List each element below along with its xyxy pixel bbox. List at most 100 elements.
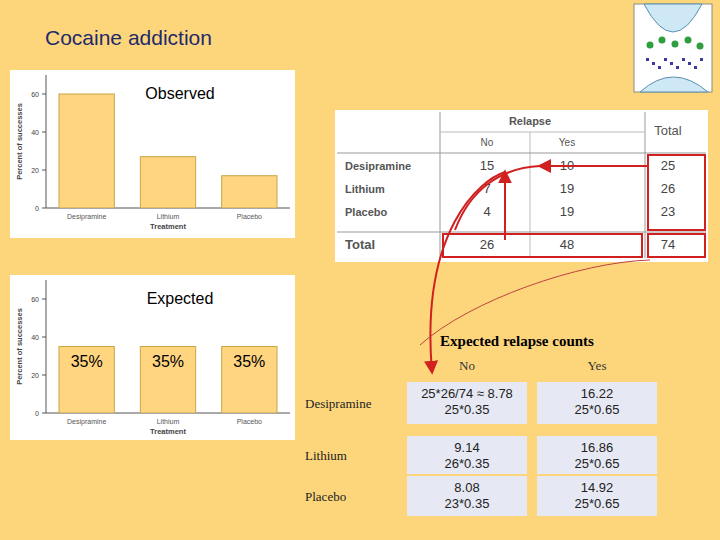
icon-molecule	[652, 62, 655, 65]
y-tick	[42, 170, 46, 171]
bars	[59, 94, 277, 208]
cell-background	[407, 476, 527, 516]
y-tick-label: 40	[31, 334, 39, 341]
grid-line	[645, 112, 646, 258]
bar-chart: 0204060Percent of successes35%35%35%Desi…	[10, 275, 295, 440]
chart-background	[10, 275, 295, 440]
arrow	[455, 166, 540, 230]
x-tick-label: Lithium	[157, 213, 180, 220]
grid-line	[440, 132, 645, 133]
table-cell: 23*0.35	[445, 496, 490, 511]
y-axis-line	[46, 75, 47, 208]
icon-vesicle	[647, 42, 654, 49]
chart-title: Observed	[145, 85, 214, 102]
y-tick	[42, 94, 46, 95]
y-tick-label: 0	[35, 205, 39, 212]
icon-molecule	[682, 58, 685, 61]
y-tick	[42, 413, 46, 414]
y-tick	[42, 375, 46, 376]
x-axis-label: Treatment	[150, 427, 186, 436]
table-cell: 15	[480, 158, 494, 173]
grid-line	[530, 132, 531, 258]
row-label: Placebo	[305, 489, 346, 504]
table-cell: 26	[480, 237, 494, 252]
table-header: Relapse	[509, 115, 551, 127]
icon-vesicle	[685, 37, 692, 44]
y-tick-label: 20	[31, 372, 39, 379]
icon-vesicle	[659, 37, 666, 44]
table-cell: 8.08	[454, 480, 479, 495]
arrow	[504, 172, 506, 240]
cell-background	[407, 436, 527, 474]
x-tick-label: Desipramine	[67, 418, 106, 426]
y-axis-line	[46, 280, 47, 413]
bar	[140, 157, 195, 208]
icon-molecule	[676, 66, 679, 69]
table-cell: 19	[560, 204, 574, 219]
table-cell: 25*0.65	[575, 456, 620, 471]
bar	[59, 347, 114, 414]
y-tick-label: 60	[31, 91, 39, 98]
data-label: 35%	[71, 353, 103, 370]
y-axis-label: Percent of successes	[15, 103, 24, 180]
arrow	[540, 165, 648, 167]
arrows	[420, 166, 650, 372]
column-label: No	[481, 137, 494, 148]
table-cell: 74	[661, 237, 675, 252]
cell-background	[537, 436, 657, 474]
slide-title: Cocaine addiction	[45, 26, 212, 49]
table-cell: 23	[661, 204, 675, 219]
row-label: Total	[345, 237, 375, 252]
grid-line	[337, 232, 706, 233]
y-tick-label: 0	[35, 410, 39, 417]
bars	[59, 347, 277, 414]
table-cell: 9.14	[454, 440, 479, 455]
grid-line	[440, 112, 441, 258]
expected-table: Expected relapse counts No Yes Desipramine 2…	[305, 333, 657, 516]
icon-molecule	[700, 58, 703, 61]
row-label: Lithium	[305, 448, 347, 463]
y-axis-label: Percent of successes	[15, 308, 24, 385]
table-cell: 14.92	[581, 480, 614, 495]
icon-molecule	[670, 62, 673, 65]
background	[0, 0, 720, 540]
icon-molecule	[688, 62, 691, 65]
icon-molecule	[646, 58, 649, 61]
icon-vesicle	[672, 41, 679, 48]
column-label: No	[459, 358, 475, 373]
table-title: Expected relapse counts	[440, 333, 594, 349]
column-label: Yes	[559, 137, 575, 148]
table-cell: 16.86	[581, 440, 614, 455]
highlight-box	[443, 234, 642, 257]
table-background	[335, 110, 708, 262]
y-tick	[42, 132, 46, 133]
highlight-box	[648, 155, 705, 230]
column-label: Yes	[588, 358, 607, 373]
x-axis-label: Treatment	[150, 222, 186, 231]
table-cell: 4	[483, 204, 490, 219]
slide: Cocaine addiction0204060Percent of succe…	[0, 0, 720, 540]
cell-background	[537, 382, 657, 424]
cell-background	[407, 382, 527, 424]
highlight-box	[648, 234, 705, 257]
bar	[59, 94, 114, 208]
y-tick	[42, 337, 46, 338]
table-cell: 16.22	[581, 386, 614, 401]
row-label: Desipramine	[345, 160, 411, 172]
table-cell: 26*0.35	[445, 456, 490, 471]
y-tick-label: 20	[31, 167, 39, 174]
icon-molecule	[658, 66, 661, 69]
y-tick	[42, 299, 46, 300]
y-tick	[42, 208, 46, 209]
row-label: Desipramine	[305, 396, 372, 411]
icon-molecule	[694, 66, 697, 69]
table-cell: 25	[661, 158, 675, 173]
icon-terminal	[644, 4, 702, 32]
table-cell: 26	[661, 181, 675, 196]
x-tick-label: Lithium	[157, 418, 180, 425]
y-tick-label: 60	[31, 296, 39, 303]
x-tick-label: Placebo	[237, 213, 262, 220]
cell-background	[537, 476, 657, 516]
icon-receptor	[640, 77, 708, 92]
observed-table: RelapseNoYesTotalDesipramine151025Lithiu…	[335, 110, 708, 262]
